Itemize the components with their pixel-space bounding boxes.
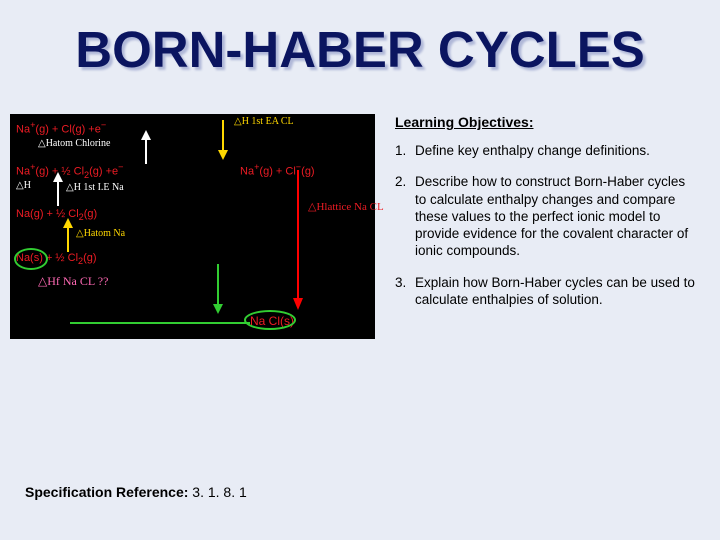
diagram-anno-hf: △Hf Na CL ??: [38, 274, 108, 289]
arrow-down-icon: [215, 120, 231, 160]
diagram-anno-atom-na: △Hatom Na: [76, 228, 125, 239]
arrow-up-icon: [138, 130, 154, 164]
arrow-down-icon: [210, 264, 226, 314]
content-row: Na+(g) + Cl(g) +e− △H 1st EA CL △Hatom C…: [0, 114, 720, 339]
spec-label: Specification Reference:: [25, 484, 188, 500]
circle-annotation: [14, 248, 48, 270]
objective-item: Define key enthalpy change definitions.: [395, 142, 700, 159]
diagram-anno-ea: △H 1st EA CL: [234, 116, 294, 127]
diagram-anno-atom-cl: △Hatom Chlorine: [38, 138, 110, 149]
objectives-list: Define key enthalpy change definitions. …: [395, 142, 700, 308]
objectives-column: Learning Objectives: Define key enthalpy…: [375, 114, 700, 339]
arrow-down-icon: [290, 170, 306, 310]
objectives-heading: Learning Objectives:: [395, 114, 700, 130]
spec-reference: Specification Reference: 3. 1. 8. 1: [25, 484, 247, 500]
diagram-formula-3: Na(g) + ½ Cl2(g): [16, 208, 97, 222]
diagram-anno-ie: △H 1st I.E Na: [66, 182, 124, 193]
arrow-up-icon: [50, 172, 66, 206]
circle-annotation: [244, 310, 296, 330]
objective-item: Describe how to construct Born-Haber cyc…: [395, 173, 700, 259]
diagram-formula-1: Na+(g) + Cl(g) +e−: [16, 120, 106, 136]
diagram-anno-lattice: △Hlattice Na CL: [308, 200, 384, 213]
baseline: [70, 322, 250, 324]
arrow-up-icon: [60, 218, 76, 252]
page-title: BORN-HABER CYCLES: [0, 0, 720, 79]
born-haber-diagram: Na+(g) + Cl(g) +e− △H 1st EA CL △Hatom C…: [10, 114, 375, 339]
diagram-anno-dh: △H: [16, 180, 31, 191]
diagram-formula-2: Na+(g) + ½ Cl2(g) +e−: [16, 162, 124, 180]
spec-value: 3. 1. 8. 1: [188, 484, 246, 500]
objective-item: Explain how Born-Haber cycles can be use…: [395, 274, 700, 309]
